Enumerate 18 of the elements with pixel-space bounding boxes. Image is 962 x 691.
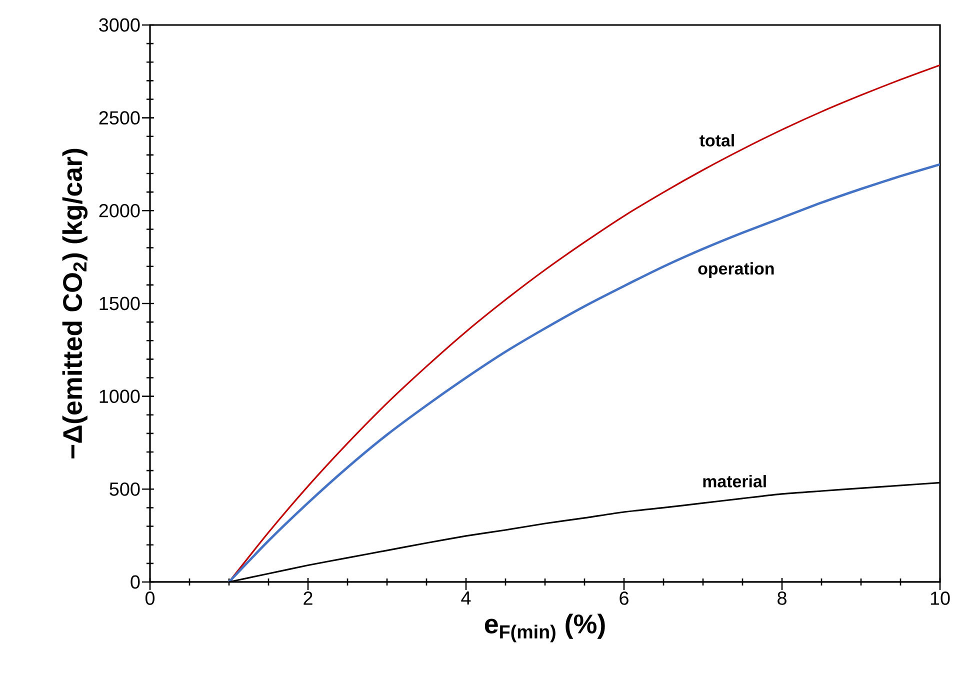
text: −Δ(emitted CO$_{2}$) (kg/car) xyxy=(62,148,88,458)
x-tick-label: 4 xyxy=(461,592,471,605)
x-tick-label: 0 xyxy=(145,592,155,605)
x-tick-label: 10 xyxy=(930,592,950,605)
y-tick-label: 1000 xyxy=(100,390,140,404)
x-tick-label: 8 xyxy=(778,592,786,605)
x-tick-label: 6 xyxy=(620,592,628,605)
y-tick-label: 2000 xyxy=(99,204,140,218)
x-tick-label: 2 xyxy=(304,592,312,605)
annotation: material xyxy=(703,474,766,488)
y-tick-label: 2500 xyxy=(99,111,140,125)
y-tick-label: 3000 xyxy=(99,18,140,32)
annotation: total xyxy=(700,134,734,147)
y-tick-label: 0 xyxy=(130,575,140,589)
text: e$_{F(min)}$ (%) xyxy=(484,614,605,642)
y-tick-label: 500 xyxy=(110,482,140,496)
annotation: operation xyxy=(698,262,774,278)
y-tick-label: 1500 xyxy=(100,296,140,310)
